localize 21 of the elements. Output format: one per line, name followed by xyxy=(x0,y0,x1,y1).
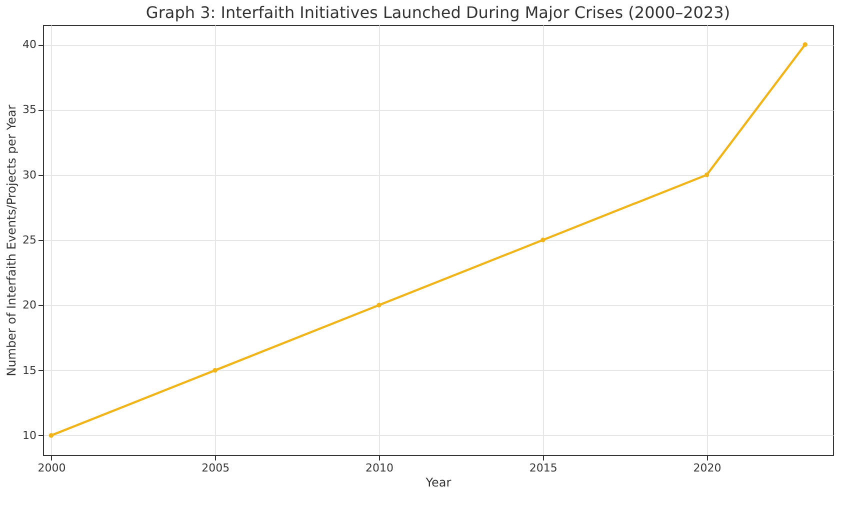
x-axis-title: Year xyxy=(424,476,452,490)
point xyxy=(48,433,54,438)
x-tick-label: 2010 xyxy=(365,462,394,474)
point xyxy=(376,302,382,308)
y-tick-label: 30 xyxy=(22,168,36,182)
x-tick-label: 2015 xyxy=(529,462,558,474)
y-tick-label: 10 xyxy=(22,428,36,442)
y-tick-label: 20 xyxy=(22,298,36,312)
x-tick-label: 2000 xyxy=(38,462,66,474)
x-tick-label: 2020 xyxy=(693,462,722,474)
point xyxy=(704,172,710,178)
y-axis-title: Number of Interfaith Events/Projects per Year xyxy=(4,104,19,376)
point xyxy=(540,238,546,242)
y-tick-label: 40 xyxy=(22,38,36,52)
point xyxy=(802,42,808,47)
y-tick-label: 25 xyxy=(22,234,36,246)
y-tick-label: 15 xyxy=(22,364,36,377)
y-tick-label: 35 xyxy=(22,103,36,116)
chart-title: Graph 3: Interfaith Initiatives Launched During Major Crises (2000–2023) xyxy=(146,3,730,22)
point xyxy=(212,368,218,373)
x-tick-label: 2005 xyxy=(202,462,230,474)
